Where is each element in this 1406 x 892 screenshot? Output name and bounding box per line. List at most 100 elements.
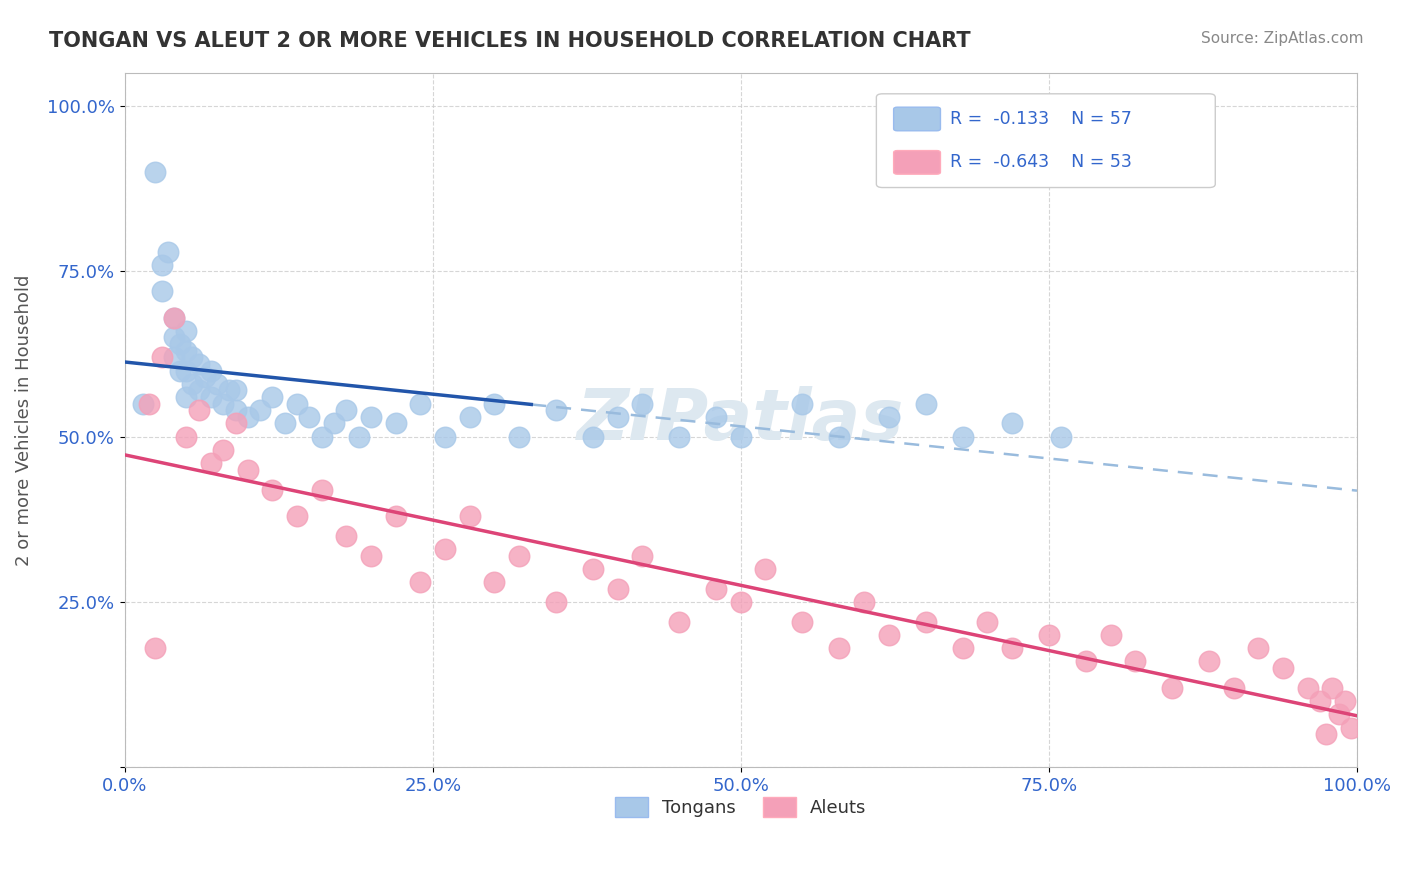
Point [668, 615, 690, 629]
Point [434, 542, 457, 557]
Point [1099, 628, 1122, 642]
Point [150, 284, 173, 298]
Point [311, 430, 333, 444]
Point [145, 641, 167, 656]
Point [145, 165, 167, 179]
Text: Source: ZipAtlas.com: Source: ZipAtlas.com [1201, 31, 1364, 46]
Point [582, 562, 605, 576]
Point [163, 351, 186, 365]
Point [828, 641, 851, 656]
Point [156, 244, 179, 259]
Point [169, 363, 191, 377]
FancyBboxPatch shape [894, 107, 941, 131]
Point [458, 409, 481, 424]
Point [1296, 681, 1319, 695]
Point [1322, 681, 1344, 695]
Point [409, 575, 432, 590]
Point [1001, 417, 1024, 431]
Point [877, 628, 900, 642]
Point [132, 396, 155, 410]
Point [792, 615, 814, 629]
Point [631, 396, 654, 410]
Point [792, 396, 814, 410]
Point [828, 430, 851, 444]
Point [1272, 661, 1295, 675]
Point [384, 508, 406, 523]
Point [606, 409, 628, 424]
Point [1340, 721, 1362, 735]
Point [952, 430, 974, 444]
Point [194, 370, 217, 384]
Legend: Tongans, Aleuts: Tongans, Aleuts [607, 789, 873, 824]
Point [976, 615, 998, 629]
Point [631, 549, 654, 563]
Text: TONGAN VS ALEUT 2 OR MORE VEHICLES IN HOUSEHOLD CORRELATION CHART: TONGAN VS ALEUT 2 OR MORE VEHICLES IN HO… [49, 31, 970, 51]
Point [668, 430, 690, 444]
Point [484, 396, 506, 410]
Point [174, 324, 197, 338]
Point [508, 430, 530, 444]
Point [730, 430, 752, 444]
Point [285, 508, 308, 523]
Point [249, 403, 271, 417]
Text: R =  -0.133    N = 57: R = -0.133 N = 57 [950, 110, 1132, 128]
Point [730, 595, 752, 609]
Point [274, 417, 297, 431]
Point [606, 582, 628, 596]
Point [138, 396, 160, 410]
Point [952, 641, 974, 656]
Point [1038, 628, 1060, 642]
Point [508, 549, 530, 563]
Point [1333, 694, 1355, 708]
Point [181, 351, 204, 365]
Point [163, 310, 186, 325]
Point [187, 384, 209, 398]
Point [200, 456, 222, 470]
Point [704, 582, 727, 596]
Point [262, 390, 284, 404]
Point [262, 483, 284, 497]
Point [335, 403, 357, 417]
Point [1050, 430, 1073, 444]
Text: ZIPatlas: ZIPatlas [576, 385, 904, 455]
Point [200, 390, 222, 404]
Point [360, 549, 382, 563]
Point [853, 595, 876, 609]
Point [225, 403, 247, 417]
Point [298, 409, 321, 424]
Text: R =  -0.643    N = 53: R = -0.643 N = 53 [950, 153, 1132, 171]
Point [754, 562, 776, 576]
Point [174, 430, 197, 444]
Y-axis label: 2 or more Vehicles in Household: 2 or more Vehicles in Household [15, 275, 32, 566]
Point [187, 403, 209, 417]
Point [163, 310, 186, 325]
Point [181, 376, 204, 391]
Point [1247, 641, 1270, 656]
Point [200, 363, 222, 377]
Point [582, 430, 605, 444]
Point [174, 343, 197, 358]
Point [877, 409, 900, 424]
Point [1074, 655, 1097, 669]
Point [1123, 655, 1146, 669]
Point [212, 442, 235, 457]
Point [1161, 681, 1184, 695]
Point [434, 430, 457, 444]
Point [484, 575, 506, 590]
Point [347, 430, 370, 444]
Point [1198, 655, 1220, 669]
Point [458, 508, 481, 523]
Point [914, 396, 936, 410]
Point [1309, 694, 1331, 708]
Point [169, 337, 191, 351]
Point [225, 417, 247, 431]
Point [218, 384, 240, 398]
Point [384, 417, 406, 431]
Point [212, 396, 235, 410]
Point [1315, 727, 1337, 741]
Point [335, 529, 357, 543]
Point [236, 409, 259, 424]
Point [205, 376, 228, 391]
Point [409, 396, 432, 410]
Point [704, 409, 727, 424]
